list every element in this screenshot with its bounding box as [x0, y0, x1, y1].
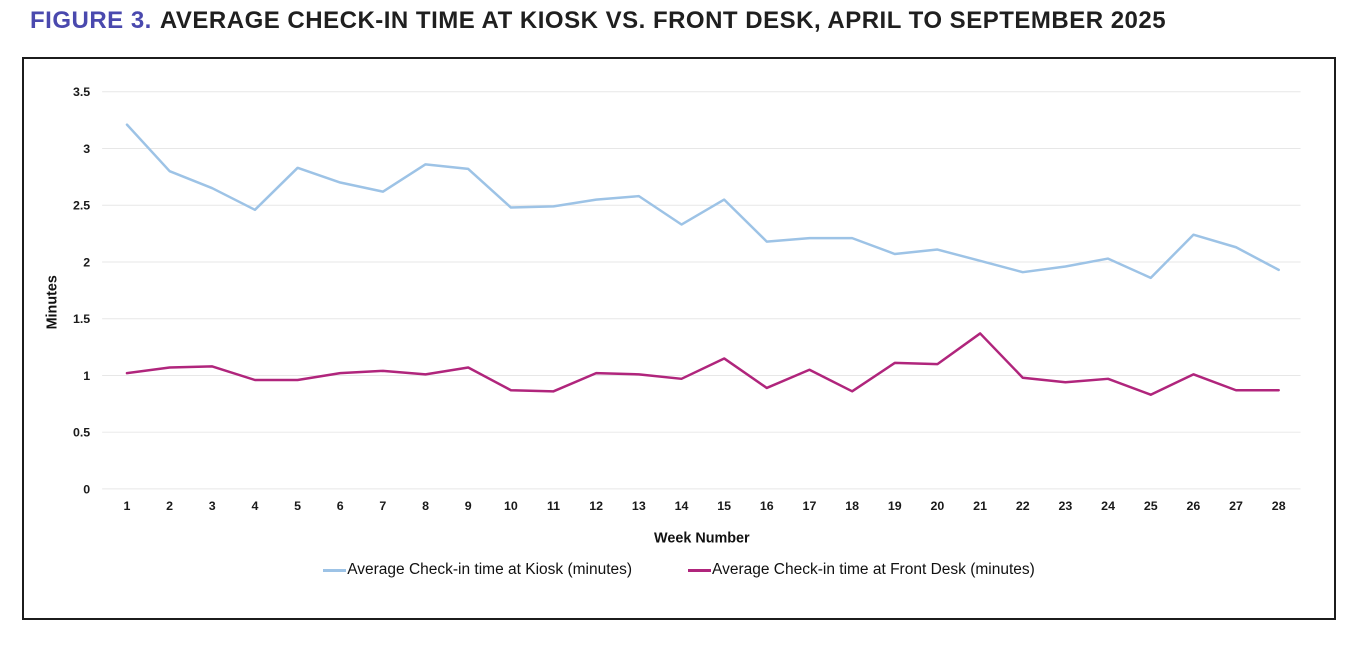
chart-panel: 0 0.5 1 1.5 2 2.5 3 3.5 1 2 3 4 5 6 7 8 9 10 11 12 13 14 15 16… — [22, 57, 1336, 620]
y-tick-label: 0.5 — [73, 426, 90, 440]
x-tick-label: 4 — [251, 499, 258, 513]
y-tick-label: 2 — [83, 255, 90, 269]
kiosk-line — [125, 123, 1280, 280]
x-tick-label: 27 — [1229, 499, 1243, 513]
y-tick-label: 1.5 — [73, 312, 90, 326]
x-tick-label: 22 — [1016, 499, 1030, 513]
x-tick-label: 7 — [379, 499, 386, 513]
legend-item-kiosk: Average Check-in time at Kiosk (minutes) — [323, 561, 632, 579]
x-tick-label: 20 — [931, 499, 945, 513]
x-tick-label: 8 — [422, 499, 429, 513]
x-tick-label: 26 — [1186, 499, 1200, 513]
figure-number-label: FIGURE 3. — [30, 7, 152, 34]
x-tick-label: 10 — [504, 499, 518, 513]
y-tick-label: 1 — [83, 369, 90, 383]
x-tick-label: 2 — [166, 499, 173, 513]
x-tick-label: 5 — [294, 499, 301, 513]
front-desk-line-swatch — [688, 568, 712, 572]
y-tick-label: 3.5 — [73, 85, 90, 99]
kiosk-legend-label: Average Check-in time at Kiosk (minutes) — [347, 561, 633, 578]
y-axis-tick-labels: 0 0.5 1 1.5 2 2.5 3 3.5 — [73, 85, 90, 496]
x-tick-label: 3 — [209, 499, 216, 513]
y-tick-label: 3 — [83, 142, 90, 156]
front-desk-line — [125, 332, 1280, 396]
legend: Average Check-in time at Kiosk (minutes)… — [24, 561, 1334, 579]
gridlines — [102, 91, 1301, 490]
x-tick-label: 12 — [589, 499, 603, 513]
x-tick-label: 6 — [337, 499, 344, 513]
legend-item-front-desk: Average Check-in time at Front Desk (min… — [688, 561, 1035, 579]
x-tick-label: 13 — [632, 499, 646, 513]
figure-title: FIGURE 3. AVERAGE CHECK-IN TIME AT KIOSK … — [30, 7, 1166, 35]
x-tick-label: 21 — [973, 499, 987, 513]
x-tick-label: 25 — [1144, 499, 1158, 513]
y-tick-label: 0 — [83, 482, 90, 496]
x-axis-title: Week Number — [654, 531, 750, 547]
x-tick-label: 1 — [123, 499, 130, 513]
x-tick-label: 16 — [760, 499, 774, 513]
x-tick-label: 18 — [845, 499, 859, 513]
x-tick-label: 9 — [465, 499, 472, 513]
y-tick-label: 2.5 — [73, 199, 90, 213]
kiosk-line-swatch — [323, 568, 347, 572]
figure-title-text: AVERAGE CHECK-IN TIME AT KIOSK VS. FRONT… — [159, 7, 1167, 34]
x-axis-tick-labels: 1 2 3 4 5 6 7 8 9 10 11 12 13 14 15 16 17 18 19 20 21 22 23 24 2… — [123, 499, 1285, 513]
x-tick-label: 14 — [675, 499, 689, 513]
x-tick-label: 17 — [803, 499, 817, 513]
data-lines — [125, 123, 1280, 396]
x-tick-label: 28 — [1272, 499, 1286, 513]
x-tick-label: 15 — [717, 499, 731, 513]
x-tick-label: 19 — [888, 499, 902, 513]
line-chart: 00.511.522.533.5 1 2 3 4 5 6 7 8 9 10 11 12 13 14 15 16… — [44, 85, 1301, 547]
x-tick-label: 24 — [1101, 499, 1115, 513]
x-tick-label: 11 — [547, 499, 560, 513]
front-desk-legend-label: Average Check-in time at Front Desk (min… — [712, 561, 1035, 578]
y-axis-title: Minutes — [44, 275, 60, 329]
x-tick-label: 23 — [1059, 499, 1073, 513]
